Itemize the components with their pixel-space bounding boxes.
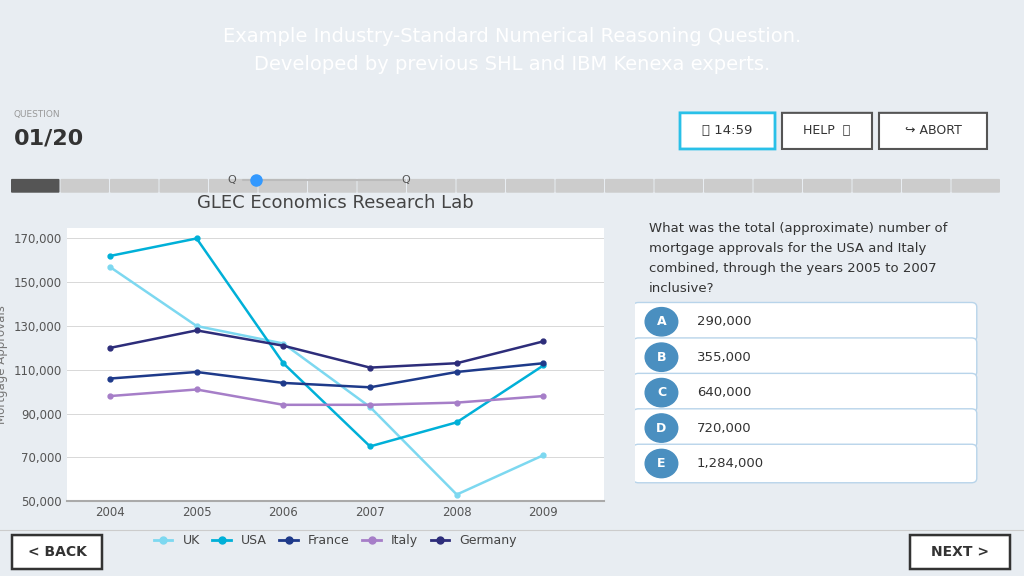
FancyBboxPatch shape: [457, 179, 505, 193]
FancyBboxPatch shape: [654, 179, 703, 193]
FancyBboxPatch shape: [60, 179, 109, 193]
Circle shape: [645, 378, 678, 407]
FancyBboxPatch shape: [782, 113, 872, 149]
Text: Q: Q: [401, 175, 411, 185]
Y-axis label: Mortgage Approvals: Mortgage Approvals: [0, 305, 8, 424]
FancyBboxPatch shape: [160, 179, 208, 193]
FancyBboxPatch shape: [12, 535, 102, 569]
FancyBboxPatch shape: [110, 179, 159, 193]
Circle shape: [645, 343, 678, 372]
Text: 290,000: 290,000: [697, 315, 752, 328]
Text: A: A: [656, 315, 667, 328]
Text: E: E: [657, 457, 666, 470]
FancyBboxPatch shape: [680, 113, 775, 149]
Text: ⏱ 14:59: ⏱ 14:59: [701, 124, 753, 138]
FancyBboxPatch shape: [910, 535, 1010, 569]
FancyBboxPatch shape: [407, 179, 456, 193]
Text: What was the total (approximate) number of
mortgage approvals for the USA and It: What was the total (approximate) number …: [649, 222, 947, 295]
Text: GLEC Economics Research Lab: GLEC Economics Research Lab: [197, 194, 474, 213]
Text: C: C: [656, 386, 666, 399]
Text: ↪ ABORT: ↪ ABORT: [904, 124, 962, 138]
FancyBboxPatch shape: [11, 179, 59, 193]
Text: 01/20: 01/20: [14, 129, 84, 149]
Text: D: D: [656, 422, 667, 434]
Circle shape: [645, 414, 678, 442]
FancyBboxPatch shape: [357, 179, 406, 193]
Text: < BACK: < BACK: [28, 545, 86, 559]
Text: B: B: [656, 351, 667, 363]
FancyBboxPatch shape: [633, 444, 977, 483]
FancyBboxPatch shape: [754, 179, 802, 193]
FancyBboxPatch shape: [633, 302, 977, 341]
Text: HELP  ⓘ: HELP ⓘ: [804, 124, 851, 138]
FancyBboxPatch shape: [633, 338, 977, 377]
FancyBboxPatch shape: [879, 113, 987, 149]
FancyBboxPatch shape: [209, 179, 257, 193]
Circle shape: [645, 449, 678, 478]
Text: Example Industry-Standard Numerical Reasoning Question.
Developed by previous SH: Example Industry-Standard Numerical Reas…: [223, 26, 801, 74]
FancyBboxPatch shape: [308, 179, 356, 193]
Text: 720,000: 720,000: [697, 422, 752, 434]
Text: 1,284,000: 1,284,000: [697, 457, 764, 470]
FancyBboxPatch shape: [803, 179, 852, 193]
Circle shape: [645, 308, 678, 336]
Text: 355,000: 355,000: [697, 351, 752, 363]
FancyBboxPatch shape: [555, 179, 604, 193]
FancyBboxPatch shape: [902, 179, 950, 193]
FancyBboxPatch shape: [633, 373, 977, 412]
Text: Q: Q: [227, 175, 237, 185]
Text: 640,000: 640,000: [697, 386, 752, 399]
FancyBboxPatch shape: [605, 179, 653, 193]
FancyBboxPatch shape: [853, 179, 901, 193]
Text: NEXT >: NEXT >: [931, 545, 989, 559]
FancyBboxPatch shape: [705, 179, 753, 193]
FancyBboxPatch shape: [258, 179, 307, 193]
Legend: UK, USA, France, Italy, Germany: UK, USA, France, Italy, Germany: [148, 529, 522, 552]
FancyBboxPatch shape: [506, 179, 555, 193]
Text: QUESTION: QUESTION: [14, 111, 60, 119]
FancyBboxPatch shape: [633, 409, 977, 448]
FancyBboxPatch shape: [951, 179, 1000, 193]
